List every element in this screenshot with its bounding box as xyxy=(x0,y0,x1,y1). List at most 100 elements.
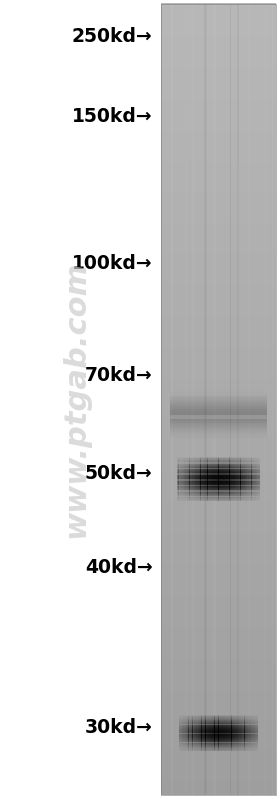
Bar xyxy=(161,359,276,363)
Bar xyxy=(217,488,218,489)
Bar xyxy=(180,459,181,460)
Bar xyxy=(247,724,248,725)
Bar xyxy=(257,488,258,489)
Bar xyxy=(248,723,250,724)
Bar xyxy=(208,727,209,728)
Bar xyxy=(182,747,183,748)
Bar xyxy=(192,485,194,486)
Bar xyxy=(179,748,181,749)
Bar xyxy=(161,317,276,320)
Bar xyxy=(193,459,195,460)
Bar xyxy=(235,493,236,494)
Bar xyxy=(199,742,200,743)
Bar xyxy=(195,483,197,484)
Bar xyxy=(234,460,235,461)
Bar xyxy=(231,718,233,719)
Bar xyxy=(202,479,203,480)
Bar xyxy=(233,719,234,720)
Bar xyxy=(179,720,181,721)
Bar xyxy=(192,724,194,725)
Bar xyxy=(211,722,212,723)
Bar xyxy=(256,484,257,485)
Bar xyxy=(224,489,225,490)
Bar xyxy=(255,742,256,743)
Bar xyxy=(224,461,225,462)
Bar xyxy=(198,462,199,463)
Bar xyxy=(212,715,213,716)
Bar xyxy=(253,458,254,459)
Bar xyxy=(227,482,228,483)
Bar xyxy=(209,472,210,473)
Bar xyxy=(229,742,230,743)
Bar xyxy=(241,496,242,497)
Bar xyxy=(196,490,198,491)
Bar xyxy=(203,462,205,463)
Bar xyxy=(185,715,186,716)
Text: 70kd→: 70kd→ xyxy=(85,366,153,385)
Bar xyxy=(221,735,222,736)
Bar xyxy=(192,738,194,739)
Bar xyxy=(238,722,239,723)
Bar xyxy=(256,748,258,749)
Bar xyxy=(247,725,248,726)
Bar xyxy=(199,460,201,461)
Bar xyxy=(234,470,235,471)
Bar xyxy=(211,465,213,466)
Bar xyxy=(216,465,217,466)
Bar xyxy=(213,488,214,489)
Bar xyxy=(241,488,242,489)
Bar xyxy=(211,460,213,461)
Bar xyxy=(221,727,222,728)
Bar xyxy=(225,499,227,500)
Bar xyxy=(247,726,248,727)
Bar xyxy=(256,743,258,745)
Bar xyxy=(238,498,239,499)
Bar xyxy=(161,483,276,487)
Bar xyxy=(251,493,253,494)
Bar xyxy=(255,733,256,734)
Bar xyxy=(181,722,182,723)
Bar xyxy=(256,731,258,732)
Bar xyxy=(180,497,181,498)
Bar xyxy=(216,735,217,736)
Bar xyxy=(212,725,213,726)
Bar xyxy=(232,470,234,471)
Bar xyxy=(243,746,244,747)
Bar xyxy=(183,489,184,490)
Bar xyxy=(242,463,243,464)
Bar xyxy=(195,464,197,465)
Bar xyxy=(195,491,197,492)
Bar xyxy=(244,460,246,461)
Bar xyxy=(220,495,221,496)
Bar xyxy=(196,487,198,488)
Bar xyxy=(182,724,183,725)
Bar xyxy=(210,470,212,471)
Bar xyxy=(200,729,202,730)
Bar xyxy=(196,747,198,748)
Bar xyxy=(249,496,250,498)
Bar xyxy=(228,738,229,739)
Bar xyxy=(258,495,260,496)
Bar xyxy=(221,719,222,720)
Bar xyxy=(161,6,276,10)
Bar xyxy=(170,431,267,433)
Bar xyxy=(253,723,255,724)
Bar xyxy=(203,459,205,460)
Bar xyxy=(221,732,222,733)
Bar xyxy=(206,479,207,480)
Bar xyxy=(249,493,250,495)
Bar xyxy=(199,736,200,737)
Bar xyxy=(206,733,207,734)
Bar xyxy=(198,489,199,490)
Bar xyxy=(205,498,206,499)
Bar xyxy=(188,725,190,726)
Bar xyxy=(207,746,208,747)
Bar xyxy=(235,743,237,745)
Bar xyxy=(242,500,243,501)
Bar xyxy=(161,464,276,468)
Bar xyxy=(198,723,199,724)
Bar xyxy=(227,486,228,487)
Bar xyxy=(222,731,224,732)
Bar xyxy=(257,493,258,495)
Bar xyxy=(254,470,256,471)
